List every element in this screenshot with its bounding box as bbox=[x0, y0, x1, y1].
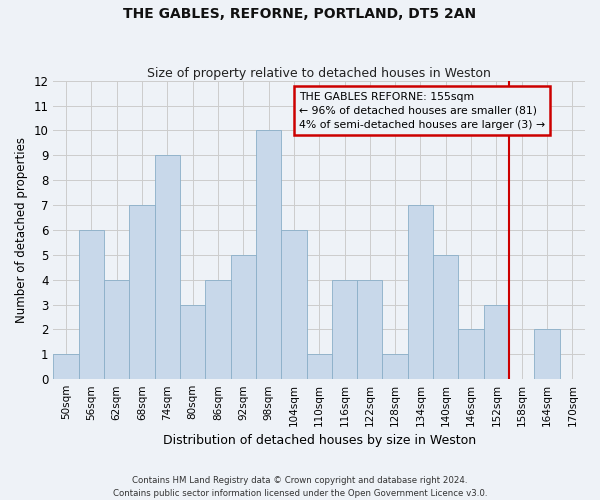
Bar bbox=[53, 354, 79, 379]
Bar bbox=[155, 156, 180, 379]
Bar bbox=[104, 280, 130, 379]
Bar bbox=[79, 230, 104, 379]
Bar bbox=[307, 354, 332, 379]
X-axis label: Distribution of detached houses by size in Weston: Distribution of detached houses by size … bbox=[163, 434, 476, 448]
Y-axis label: Number of detached properties: Number of detached properties bbox=[15, 137, 28, 323]
Bar bbox=[180, 304, 205, 379]
Bar bbox=[535, 330, 560, 379]
Bar bbox=[205, 280, 230, 379]
Bar bbox=[230, 255, 256, 379]
Text: THE GABLES REFORNE: 155sqm
← 96% of detached houses are smaller (81)
4% of semi-: THE GABLES REFORNE: 155sqm ← 96% of deta… bbox=[299, 92, 545, 130]
Bar bbox=[484, 304, 509, 379]
Bar bbox=[382, 354, 408, 379]
Bar bbox=[281, 230, 307, 379]
Bar bbox=[130, 205, 155, 379]
Bar bbox=[256, 130, 281, 379]
Bar bbox=[433, 255, 458, 379]
Bar bbox=[458, 330, 484, 379]
Bar bbox=[332, 280, 357, 379]
Bar bbox=[408, 205, 433, 379]
Text: THE GABLES, REFORNE, PORTLAND, DT5 2AN: THE GABLES, REFORNE, PORTLAND, DT5 2AN bbox=[124, 8, 476, 22]
Bar bbox=[357, 280, 382, 379]
Title: Size of property relative to detached houses in Weston: Size of property relative to detached ho… bbox=[147, 66, 491, 80]
Text: Contains HM Land Registry data © Crown copyright and database right 2024.
Contai: Contains HM Land Registry data © Crown c… bbox=[113, 476, 487, 498]
